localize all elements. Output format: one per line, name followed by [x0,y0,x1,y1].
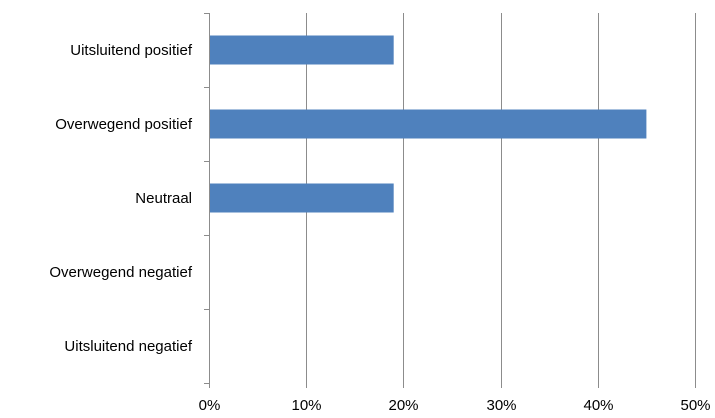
x-tick-label: 50% [680,397,710,414]
gridlines [306,13,696,388]
category-labels: Uitsluitend positief Overwegend positief N… [49,42,192,355]
x-tick-label: 40% [583,397,613,414]
bar-2 [210,183,394,213]
category-label: Overwegend negatief [49,264,192,281]
x-tick-label: 0% [199,397,221,414]
bar-1 [210,109,647,139]
x-tick-label: 30% [486,397,516,414]
x-tick-label: 20% [388,397,418,414]
category-label: Uitsluitend negatief [64,338,192,355]
value-axis-labels: 0% 10% 20% 30% 40% 50% [199,397,711,414]
bars [210,35,647,213]
category-label: Overwegend positief [55,116,193,133]
bar-0 [210,35,394,65]
category-axis [204,13,210,388]
category-label: Uitsluitend positief [70,42,193,59]
category-label: Neutraal [135,190,192,207]
x-tick-label: 10% [291,397,321,414]
